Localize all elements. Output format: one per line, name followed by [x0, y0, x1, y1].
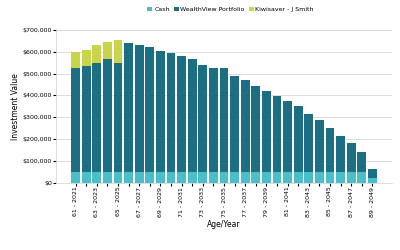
Bar: [241, 172, 250, 182]
Bar: [103, 172, 112, 182]
Bar: [177, 56, 186, 172]
Bar: [135, 45, 144, 172]
Bar: [188, 172, 196, 182]
Bar: [209, 172, 218, 182]
Bar: [177, 172, 186, 182]
Bar: [82, 66, 90, 172]
Bar: [114, 40, 122, 63]
Bar: [198, 172, 207, 182]
Bar: [304, 114, 313, 172]
Bar: [294, 172, 302, 182]
Bar: [358, 152, 366, 172]
Bar: [283, 101, 292, 172]
Bar: [167, 53, 175, 172]
Bar: [167, 172, 175, 182]
Y-axis label: Investment Value: Investment Value: [11, 73, 20, 140]
Bar: [220, 172, 228, 182]
Bar: [294, 106, 302, 172]
Bar: [336, 172, 345, 182]
Bar: [71, 68, 80, 172]
X-axis label: Age/Year: Age/Year: [207, 220, 241, 228]
Bar: [124, 43, 133, 172]
Bar: [92, 45, 101, 63]
Bar: [114, 63, 122, 172]
Bar: [103, 60, 112, 172]
Bar: [71, 172, 80, 182]
Bar: [92, 172, 101, 182]
Bar: [326, 172, 334, 182]
Bar: [304, 172, 313, 182]
Bar: [358, 172, 366, 182]
Bar: [283, 172, 292, 182]
Bar: [82, 50, 90, 66]
Bar: [262, 172, 271, 182]
Bar: [71, 52, 80, 68]
Bar: [315, 172, 324, 182]
Bar: [315, 120, 324, 172]
Bar: [347, 172, 356, 182]
Bar: [209, 68, 218, 172]
Bar: [230, 172, 239, 182]
Bar: [273, 172, 281, 182]
Bar: [103, 42, 112, 60]
Bar: [230, 76, 239, 172]
Bar: [146, 48, 154, 172]
Bar: [262, 91, 271, 172]
Bar: [220, 68, 228, 172]
Bar: [241, 80, 250, 172]
Bar: [326, 128, 334, 172]
Bar: [252, 86, 260, 172]
Legend: Cash, WealthView Portfolio, Kiwisaver - J Smith: Cash, WealthView Portfolio, Kiwisaver - …: [148, 7, 314, 12]
Bar: [336, 136, 345, 172]
Bar: [368, 178, 377, 182]
Bar: [146, 172, 154, 182]
Bar: [156, 172, 165, 182]
Bar: [135, 172, 144, 182]
Bar: [114, 172, 122, 182]
Bar: [92, 63, 101, 172]
Bar: [273, 96, 281, 172]
Bar: [252, 172, 260, 182]
Bar: [198, 65, 207, 172]
Bar: [156, 51, 165, 172]
Bar: [82, 172, 90, 182]
Bar: [347, 143, 356, 172]
Bar: [368, 170, 377, 178]
Bar: [124, 172, 133, 182]
Bar: [188, 60, 196, 172]
